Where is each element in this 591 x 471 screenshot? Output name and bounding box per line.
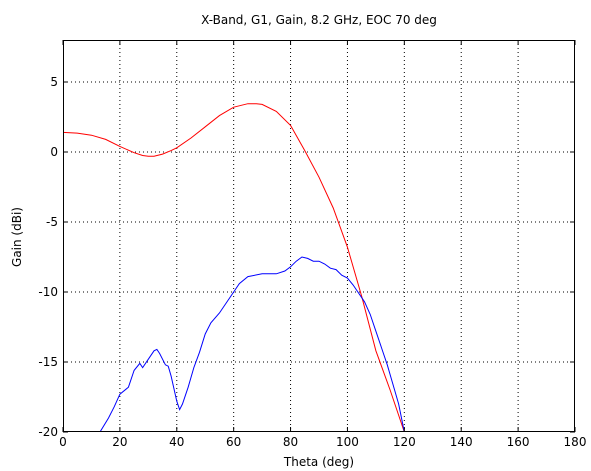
x-tick-label: 180	[564, 435, 587, 449]
y-tick-label: -20	[38, 425, 58, 439]
x-tick-label: 20	[112, 435, 127, 449]
plot-background	[63, 40, 575, 432]
y-tick-label: -5	[46, 215, 58, 229]
series-line-2	[99, 256, 405, 432]
chart-title: X-Band, G1, Gain, 8.2 GHz, EOC 70 deg	[201, 13, 437, 27]
x-tick-label: 120	[393, 435, 416, 449]
x-tick-label: 140	[450, 435, 473, 449]
x-axis-label: Theta (deg)	[283, 455, 354, 469]
plot-frame	[63, 40, 575, 432]
series-line-1	[63, 103, 405, 432]
x-tick-label: 40	[169, 435, 184, 449]
x-tick-label: 80	[283, 435, 298, 449]
x-tick-label: 160	[507, 435, 530, 449]
y-tick-label: -10	[38, 285, 58, 299]
y-tick-label: 5	[50, 75, 58, 89]
plot-area: 0 20 40 60 80 100 120 140 160 180 -20 -15 -10 -5 0 5	[38, 40, 586, 449]
y-tick-label: -15	[38, 355, 58, 369]
x-tick-label: 100	[336, 435, 359, 449]
y-axis-label: Gain (dBi)	[10, 207, 24, 267]
x-tick-label: 0	[59, 435, 67, 449]
y-tick-label: 0	[50, 145, 58, 159]
x-tick-label: 60	[226, 435, 241, 449]
